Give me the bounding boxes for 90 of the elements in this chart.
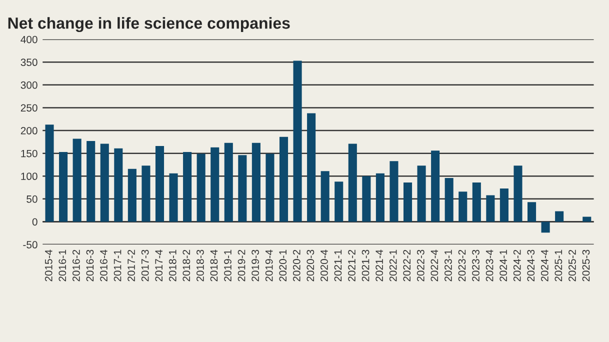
x-tick-label: 2024-1 [500,250,508,282]
y-tick-label: 50 [26,195,38,203]
bar [238,155,247,222]
y-tick-label: 0 [32,218,38,226]
x-tick-label: 2018-2 [182,250,190,282]
bar [169,173,178,222]
bar [320,171,330,222]
bar [114,148,123,222]
bar [555,211,564,222]
x-tick-label: 2020-3 [306,250,314,282]
bar [500,188,508,222]
y-tick-label: 300 [20,81,38,89]
x-tick-label: 2022-1 [389,250,397,282]
x-tick-label: 2017-1 [114,250,122,282]
x-tick-label: 2018-4 [210,250,218,282]
chart-title: Net change in life science companies [8,17,290,32]
bar [514,166,522,222]
bar [210,147,220,222]
bar [142,166,150,222]
bar [252,142,260,222]
x-tick-label: 2020-1 [279,250,287,282]
bar [224,142,233,222]
y-tick-label: -50 [23,241,38,248]
x-tick-label: 2021-3 [362,250,370,282]
bar [293,60,302,222]
bar [376,173,384,222]
x-tick-label: 2017-2 [128,250,135,282]
bar [541,222,550,233]
x-tick-label: 2020-2 [292,250,300,282]
y-tick-label: 200 [20,127,38,134]
x-tick-label: 2018-1 [168,250,176,282]
bar [59,152,68,222]
bar [417,166,426,222]
y-tick-label: 150 [21,150,38,158]
bar [100,144,109,222]
x-tick-label: 2019-1 [224,250,232,282]
x-tick-label: 2016-2 [72,250,80,282]
x-tick-label: 2025-1 [554,250,562,282]
bar [155,146,164,222]
x-tick-label: 2017-4 [155,250,163,282]
x-tick-label: 2019-3 [252,250,259,282]
y-tick-label: 100 [21,172,38,180]
x-tick-label: 2025-3 [582,250,590,282]
x-tick-label: 2021-2 [348,250,356,282]
bar [458,192,468,222]
bar [390,161,398,222]
bar [45,124,54,222]
x-tick-label: 2019-2 [238,250,246,282]
bar [362,176,371,222]
bar [334,182,344,222]
bar [528,202,536,222]
x-tick-label: 2021-1 [334,250,342,282]
x-tick-label: 2017-3 [141,250,149,282]
bar [307,113,316,222]
x-tick-label: 2016-1 [58,250,66,282]
bar [431,150,440,222]
x-tick-label: 2021-4 [376,250,384,282]
x-tick-label: 2020-4 [320,250,328,282]
y-tick-label: 250 [20,104,38,112]
x-tick-label: 2023-2 [458,250,466,282]
x-tick-label: 2024-3 [527,250,535,282]
x-tick-label: 2023-3 [472,250,480,282]
x-tick-label: 2024-2 [513,250,521,282]
x-tick-label: 2023-1 [444,250,452,282]
bar [444,178,454,222]
x-tick-label: 2019-4 [265,250,273,282]
y-tick-label: 400 [20,36,38,44]
bar [279,136,288,222]
x-tick-label: 2015-4 [44,250,52,282]
x-tick-label: 2016-4 [100,250,108,282]
x-tick-label: 2022-4 [430,250,438,282]
bar [403,182,412,222]
x-tick-label: 2024-4 [540,250,548,282]
bar [266,154,274,222]
bar [86,141,96,222]
bar [472,182,481,222]
bar [348,144,357,222]
bar [72,138,82,222]
x-tick-label: 2022-2 [403,250,411,282]
bar [183,152,192,222]
x-tick-label: 2016-3 [86,250,94,282]
x-tick-label: 2025-2 [568,250,576,282]
bar [486,195,495,222]
x-tick-label: 2018-3 [196,250,204,282]
bar [196,154,206,222]
x-tick-label: 2023-4 [486,250,494,282]
y-tick-label: 350 [20,58,38,66]
x-tick-label: 2022-3 [416,250,424,282]
bar [582,216,592,222]
bar [128,168,136,222]
